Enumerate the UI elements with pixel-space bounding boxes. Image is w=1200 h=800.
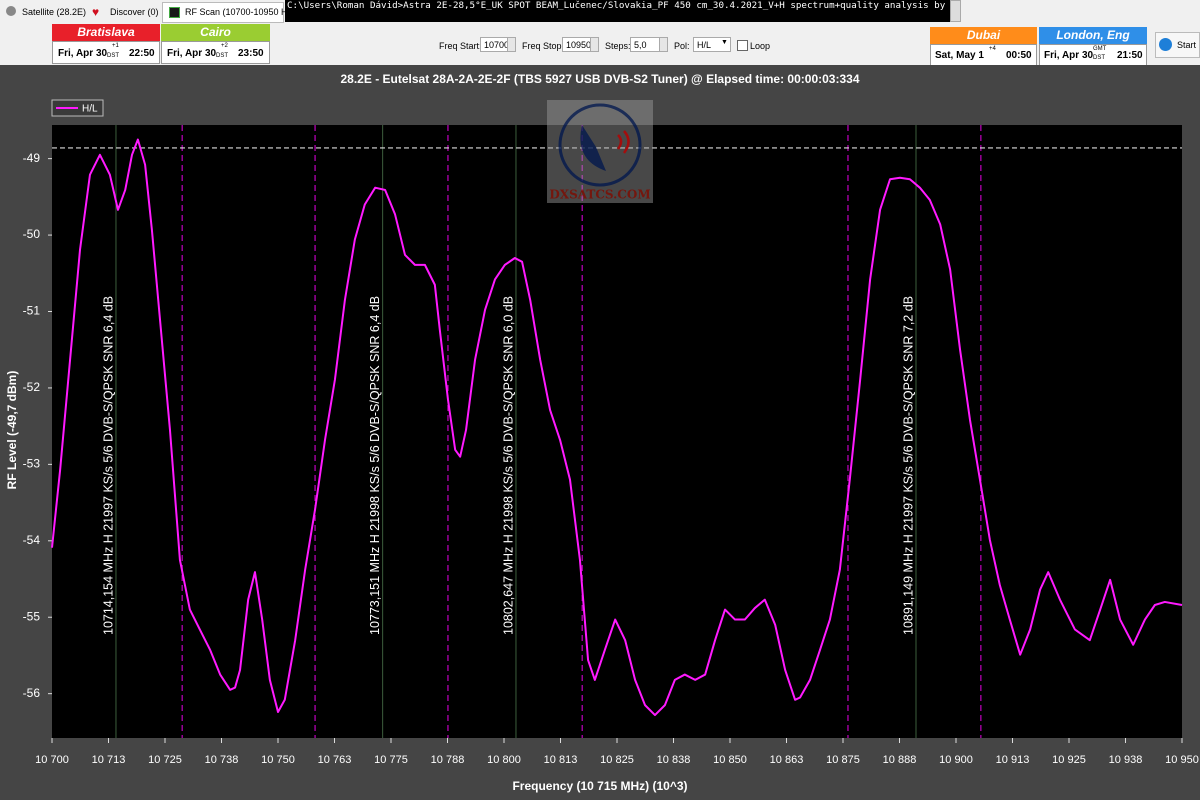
y-tick-label: -49 <box>23 151 41 165</box>
clock: Fri, Apr 30 +2 DST 23:50 <box>161 41 270 64</box>
clock-offset: +2 <box>221 43 228 49</box>
transponder-label: 10802,647 MHz H 21998 KS/s 5/6 DVB-S/QPS… <box>501 296 515 635</box>
clock-time: 00:50 <box>1006 50 1032 61</box>
label: Steps: <box>605 41 631 51</box>
tab[interactable]: RF Scan (10700-10950 H/L) <box>185 7 299 17</box>
x-tick-label: 10 700 <box>35 754 69 766</box>
clock-city: London, Eng <box>1039 27 1147 44</box>
tab[interactable]: Satellite (28.2E) <box>22 7 87 17</box>
freq-stop-input[interactable]: 10950 <box>562 37 591 52</box>
x-tick-label: 10 938 <box>1109 754 1143 766</box>
logo: DXSATCS.COM <box>547 100 653 203</box>
series-line <box>51 138 1183 717</box>
x-tick-label: 10 888 <box>883 754 917 766</box>
label: Pol: <box>674 41 690 51</box>
clock-date: Sat, May 1 <box>935 50 984 61</box>
start-button[interactable]: Start <box>1155 32 1200 58</box>
clock-offset: +1 <box>112 43 119 49</box>
clock-date: Fri, Apr 30 <box>167 48 217 59</box>
y-axis-label: RF Level (-49,7 dBm) <box>5 371 19 490</box>
x-tick-label: 10 725 <box>148 754 182 766</box>
x-tick-label: 10 950 <box>1165 754 1199 766</box>
scrollbar[interactable] <box>950 0 961 22</box>
play-icon <box>1159 38 1172 51</box>
clock: Sat, May 1 +4 00:50 <box>930 44 1037 66</box>
clock: Fri, Apr 30 +1 DST 22:50 <box>52 41 160 64</box>
toolbar: Satellite (28.2E) ♥ Discover (0) RF Scan… <box>0 0 1200 66</box>
rf-icon <box>169 7 180 18</box>
button-label: Start <box>1177 40 1197 50</box>
transponder-label: 10714,154 MHz H 21997 KS/s 5/6 DVB-S/QPS… <box>101 296 115 635</box>
clock-dst: DST <box>107 53 119 59</box>
y-tick-label: -56 <box>23 686 41 700</box>
plot-area <box>52 125 1182 738</box>
clock-time: 22:50 <box>129 48 155 59</box>
transponder-label: 10891,149 MHz H 21997 KS/s 5/6 DVB-S/QPS… <box>901 296 915 635</box>
chart-title: 28.2E - Eutelsat 28A-2A-2E-2F (TBS 5927 … <box>341 72 860 86</box>
legend-label: H/L <box>82 104 98 115</box>
satellite-icon <box>6 6 16 16</box>
x-tick-label: 10 850 <box>713 754 747 766</box>
label: Freq Stop: <box>522 41 565 51</box>
clock: Fri, Apr 30 GMT DST 21:50 <box>1039 44 1147 66</box>
clock-city: Cairo <box>161 24 270 41</box>
logo-dish <box>580 125 606 171</box>
tab[interactable]: Discover (0) <box>110 7 159 17</box>
y-tick-label: -52 <box>23 380 41 394</box>
active-tab <box>162 2 284 23</box>
logo-text: DXSATCS.COM <box>549 188 650 202</box>
x-tick-label: 10 800 <box>487 754 521 766</box>
x-tick-label: 10 775 <box>374 754 408 766</box>
x-tick-label: 10 900 <box>939 754 973 766</box>
logo-ring <box>558 103 642 187</box>
x-tick-label: 10 738 <box>205 754 239 766</box>
clock-city: Bratislava <box>52 24 160 41</box>
dropdown-arrow: ▼ <box>721 39 728 46</box>
y-tick-label: -53 <box>23 457 41 471</box>
x-tick-label: 10 825 <box>600 754 634 766</box>
label: Freq Start: <box>439 41 482 51</box>
pol-select[interactable]: H/L <box>693 37 731 52</box>
clock-date: Fri, Apr 30 <box>58 48 108 59</box>
clock-date: Fri, Apr 30 <box>1044 50 1094 61</box>
loop-checkbox[interactable] <box>737 40 748 51</box>
transponder-label: 10773,151 MHz H 21998 KS/s 5/6 DVB-S/QPS… <box>368 296 382 635</box>
clock-time: 23:50 <box>238 48 264 59</box>
clock-city: Dubai <box>930 27 1037 44</box>
path-bar: C:\Users\Roman Dávid>Astra 2E-28,5°E_UK … <box>285 0 951 22</box>
x-axis-label: Frequency (10 715 MHz) (10^3) <box>512 779 687 793</box>
label: Loop <box>750 41 771 51</box>
clock-time: 21:50 <box>1117 50 1143 61</box>
logo-waves <box>616 130 630 154</box>
x-tick-label: 10 750 <box>261 754 295 766</box>
y-tick-label: -51 <box>23 304 41 318</box>
heart-icon: ♥ <box>92 5 100 19</box>
x-tick-label: 10 813 <box>544 754 578 766</box>
x-tick-label: 10 863 <box>770 754 804 766</box>
clock-dst: DST <box>1093 55 1105 61</box>
chart: 28.2E - Eutelsat 28A-2A-2E-2F (TBS 5927 … <box>0 65 1200 800</box>
y-tick-label: -54 <box>23 533 41 547</box>
spinner[interactable] <box>507 37 516 52</box>
clock-offset: +4 <box>989 46 996 52</box>
x-tick-label: 10 925 <box>1052 754 1086 766</box>
freq-start-input[interactable]: 10700 <box>480 37 509 52</box>
y-tick-label: -50 <box>23 227 41 241</box>
x-tick-label: 10 788 <box>431 754 465 766</box>
clock-offset: GMT <box>1093 46 1107 52</box>
x-tick-label: 10 763 <box>318 754 352 766</box>
spinner[interactable] <box>590 37 599 52</box>
steps-input[interactable]: 5,0 <box>630 37 660 52</box>
x-tick-label: 10 875 <box>826 754 860 766</box>
y-tick-label: -55 <box>23 609 41 623</box>
x-tick-label: 10 913 <box>996 754 1030 766</box>
spinner[interactable] <box>659 37 668 52</box>
clock-dst: DST <box>216 53 228 59</box>
x-tick-label: 10 838 <box>657 754 691 766</box>
x-tick-label: 10 713 <box>92 754 126 766</box>
